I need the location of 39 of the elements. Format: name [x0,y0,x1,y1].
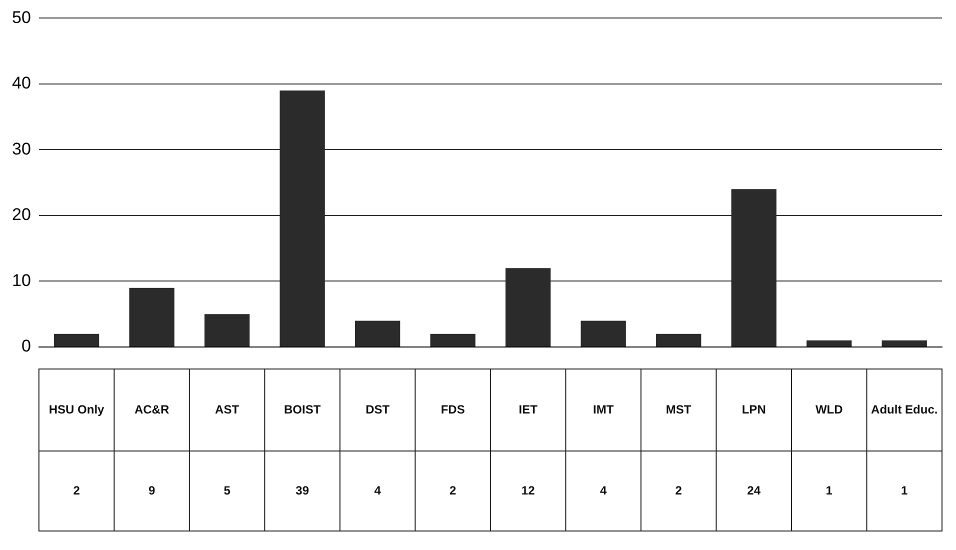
data-label: 1 [901,483,908,498]
bar [806,340,852,346]
data-label: 2 [449,483,456,498]
data-label: 12 [521,483,536,498]
data-label: 2 [73,483,80,498]
x-tick-label: DST [366,402,390,416]
bar [656,334,702,346]
x-tick-label: AST [215,402,240,416]
bar [54,334,100,346]
data-label: 2 [675,483,682,498]
x-tick-label: BOIST [284,402,322,416]
y-tick-label: 40 [12,74,31,93]
x-tick-label: FDS [440,402,465,416]
x-tick-label: WLD [815,402,844,416]
data-label: 1 [826,483,833,498]
bar [430,334,476,346]
data-label: 4 [600,483,607,498]
bar [129,288,174,346]
bar [354,320,400,346]
data-label: 9 [148,483,156,498]
data-label: 4 [374,483,382,498]
x-tick-label: LPN [742,402,766,416]
x-tick-label: IET [518,402,538,416]
x-tick-label: HSU Only [48,402,105,416]
bar [204,314,250,346]
data-label: 5 [224,483,231,498]
x-tick-label: AC&R [134,402,170,416]
x-tick-label: MST [666,402,692,416]
y-tick-label: 50 [12,8,31,27]
data-label: 39 [296,483,310,498]
y-tick-label: 0 [21,336,31,356]
y-tick-label: 10 [12,270,31,290]
x-tick-label: Adult Educ. [871,402,938,416]
x-tick-label: IMT [593,402,614,416]
y-tick-label: 30 [12,139,31,158]
bar [882,340,927,346]
bar [580,320,626,346]
y-tick-label: 20 [12,205,31,224]
data-label: 24 [747,483,761,498]
